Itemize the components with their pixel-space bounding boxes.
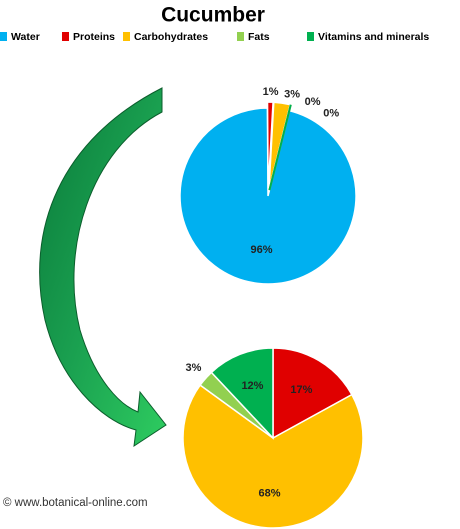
data-label: 0% <box>323 107 339 119</box>
legend-label: Proteins <box>73 31 115 43</box>
data-label: 68% <box>258 488 280 500</box>
legend-label: Carbohydrates <box>134 31 208 43</box>
pie-slice <box>268 104 292 191</box>
legend-label: Water <box>11 31 40 43</box>
source-bg <box>0 494 172 512</box>
legend-marker <box>62 32 69 41</box>
data-label: 3% <box>186 362 202 374</box>
legend: Water Proteins Carbohydrates Fats Vitamins a… <box>0 31 429 43</box>
legend-marker <box>307 32 314 41</box>
legend-marker <box>237 32 244 41</box>
data-label: 17% <box>290 384 312 396</box>
pie-slice <box>179 107 357 285</box>
pie-slice <box>182 384 364 529</box>
legend-label: Vitamins and minerals <box>318 31 429 43</box>
pie-slice <box>210 347 274 440</box>
source: © www.botanical-online.com <box>3 497 148 509</box>
legend-label: Fats <box>248 31 270 43</box>
data-label: 3% <box>284 89 300 101</box>
chart-title: Cucumber <box>161 4 265 27</box>
arrow <box>39 87 167 448</box>
data-label: 96% <box>251 244 273 256</box>
legend-marker <box>0 32 7 41</box>
data-label: 1% <box>263 86 279 98</box>
pie-slice <box>272 347 353 440</box>
pie-slice <box>266 101 274 191</box>
data-label: 0% <box>305 96 321 108</box>
legend-marker <box>123 32 130 41</box>
data-label: 12% <box>241 380 263 392</box>
